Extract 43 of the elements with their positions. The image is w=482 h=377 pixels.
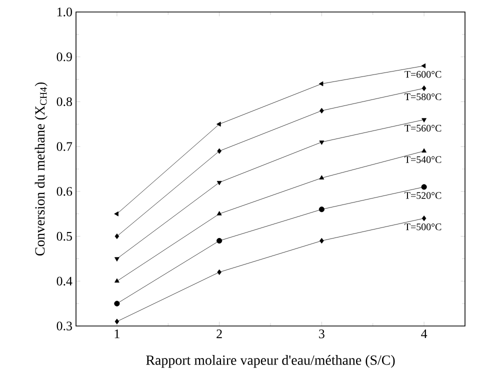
point [216,180,222,186]
point [216,211,222,216]
point [216,238,222,244]
point [114,300,120,306]
series-label: T=560°C [404,124,442,132]
point [319,175,324,180]
y-tick-label: 0.9 [56,52,72,62]
y-tick-label: 1.0 [57,8,72,16]
x-tick-label: 2 [216,330,222,338]
point [421,184,427,190]
series-label: T=580°C [404,93,442,100]
series-label: T=540°C [404,156,442,163]
point [217,269,222,275]
series-label: T=600°C [404,71,442,78]
y-tick-label: 0.7 [56,142,72,151]
y-tick-label: 0.6 [56,187,72,196]
y-tick-label: 0.8 [56,97,72,106]
series-label: T=520°C [404,192,442,199]
point [114,257,120,262]
x-tick-label: 3 [319,330,324,338]
y-tick-label: 0.3 [56,322,72,330]
series-label: T=500°C [404,224,442,230]
point [114,318,120,324]
point [216,122,221,127]
point [422,118,426,122]
point [421,63,426,68]
point [318,81,324,86]
point [318,206,324,212]
x-axis-title: Rapport molaire vapeur d'eau/méthane (S/C) [146,355,395,368]
point [320,108,324,114]
point [114,211,118,216]
y-tick-label: 0.5 [56,232,72,241]
point [114,233,120,240]
point [422,216,426,222]
point [422,85,426,92]
point [114,278,120,283]
y-tick-label: 0.4 [56,276,72,286]
point [217,148,222,154]
point [422,148,426,153]
x-tick-label: 1 [114,330,120,338]
y-axis-title: Conversion du methane (X$_{CH4}$) [34,82,48,256]
x-tick-label: 4 [421,330,428,338]
point [319,140,324,145]
